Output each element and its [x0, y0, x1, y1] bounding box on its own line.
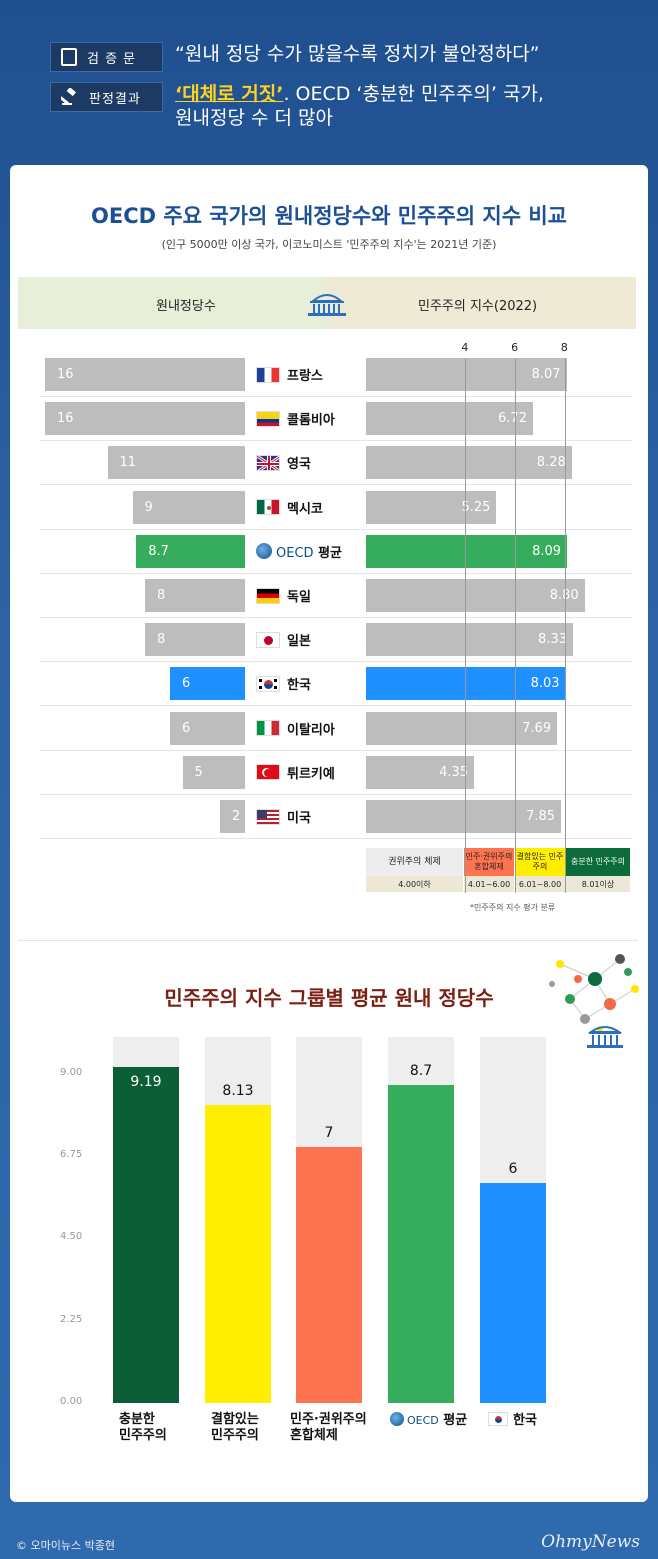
party-count-bar: 8.7 [136, 534, 245, 568]
y-tick-label: 2.25 [60, 1313, 83, 1325]
right-tick-label: 8 [560, 341, 568, 354]
verdict-rest-line1: . OECD ‘충분한 민주주의’ 국가, [283, 83, 544, 105]
country-label: 멕시코 [256, 491, 323, 524]
country-label: OECD 평균 [256, 535, 342, 568]
x-category-label: 충분한 민주주의 [119, 1412, 167, 1443]
claim-tag: 검 증 문 [50, 42, 163, 72]
legend-note: *민주주의 지수 평가 분류 [470, 903, 556, 912]
country-label: 이탈리아 [256, 712, 335, 745]
democracy-index-bar: 8.28 [366, 446, 572, 480]
right-tick-label: 4 [461, 341, 469, 354]
section-divider [18, 940, 638, 941]
verdict-tag-label: 판정결과 [89, 91, 141, 107]
group-bar [296, 1146, 362, 1403]
y-tick-label: 4.50 [60, 1231, 83, 1243]
y-tick-label: 6.75 [60, 1148, 83, 1160]
party-count-bar: 16 [45, 402, 245, 436]
copyright: © 오마이뉴스 박종현 [16, 1539, 115, 1552]
bar-value-label: 7 [324, 1124, 334, 1141]
chart2-title: 민주주의 지수 그룹별 평균 원내 정당수 [164, 986, 494, 1010]
party-count-bar: 6 [170, 711, 245, 745]
left-axis-label: 원내정당수 [156, 299, 216, 314]
chart1-header-band: 원내정당수 민주주의 지수(2022) [18, 277, 636, 329]
democracy-index-bar: 7.85 [366, 800, 562, 833]
y-tick-label: 9.00 [60, 1066, 83, 1078]
party-count-bar: 8 [145, 623, 245, 657]
bar-value-label: 8.7 [409, 1062, 433, 1079]
country-label: 미국 [256, 800, 311, 833]
parliament-icon [308, 294, 346, 316]
row-separator [40, 617, 632, 618]
right-axis-label: 민주주의 지수(2022) [418, 299, 538, 314]
group-bar [480, 1183, 546, 1403]
brand-logo: OhmyNews [541, 1532, 640, 1552]
country-label: 튀르키예 [256, 756, 335, 789]
party-count-bar: 5 [182, 755, 245, 789]
party-count-bar: 11 [107, 446, 245, 480]
democracy-index-bar: 8.33 [366, 623, 573, 657]
country-label: 한국 [256, 667, 311, 700]
row-separator [40, 705, 632, 707]
party-count-bar: 2 [220, 800, 245, 833]
legend-authoritarian: 권위주의 체제 4.00이하 [366, 848, 463, 892]
group-bar [113, 1066, 179, 1403]
country-label: 영국 [256, 446, 311, 479]
row-separator [40, 440, 632, 442]
legend-flawed: 결함있는 민주주의 6.01~8.00 [515, 848, 565, 892]
claim-row: 검 증 문 “원내 정당 수가 많을수록 정치가 불안정하다” [50, 42, 540, 72]
legend-hybrid: 민주·권위주의 혼합체제 4.01~6.00 [464, 848, 514, 892]
verdict-text: ‘대체로 거짓’. OECD ‘충분한 민주주의’ 국가, 원내정당 수 더 많… [175, 82, 544, 130]
bar-value-label: 9.19 [130, 1073, 162, 1090]
democracy-index-bar: 8.09 [366, 534, 568, 568]
row-separator [40, 572, 632, 574]
party-count-bar: 16 [45, 358, 245, 391]
tick-gridline [515, 358, 517, 893]
group-bar [205, 1105, 271, 1403]
row-separator [40, 528, 632, 530]
country-label: 일본 [256, 623, 311, 656]
x-category-label: 결함있는 민주주의 [211, 1412, 259, 1443]
right-tick-label: 6 [511, 341, 519, 354]
verdict-highlight: ‘대체로 거짓’ [175, 83, 284, 105]
network-dots-icon [549, 954, 639, 1048]
claim-tag-label: 검 증 문 [87, 51, 137, 67]
chart1-title: OECD 주요 국가의 원내정당수와 민주주의 지수 비교 [91, 204, 567, 228]
democracy-index-bar: 7.69 [366, 711, 558, 745]
row-separator [40, 838, 632, 839]
row-separator [40, 484, 632, 486]
country-label: 독일 [256, 579, 311, 612]
chart1-subtitle: (인구 5000만 이상 국가, 이코노미스트 '민주주의 지수'는 2021년… [161, 238, 497, 251]
gavel-icon [59, 87, 79, 106]
row-separator [40, 396, 632, 397]
document-icon [61, 48, 77, 66]
x-category-label: 한국 [488, 1412, 537, 1429]
row-separator [40, 661, 632, 663]
x-category-label: 민주·권위주의 혼합체제 [290, 1412, 367, 1443]
legend-full: 충분한 민주주의 8.01이상 [566, 848, 630, 892]
verdict-tag: 판정결과 [50, 82, 163, 112]
group-bar [388, 1084, 454, 1403]
y-tick-label: 0.00 [60, 1396, 83, 1407]
claim-text: “원내 정당 수가 많을수록 정치가 불안정하다” [175, 43, 540, 65]
tick-gridline [564, 358, 566, 893]
country-label: 프랑스 [256, 358, 323, 391]
x-category-label: OECD 평균 [390, 1412, 467, 1429]
democracy-index-bar: 8.80 [366, 579, 585, 612]
party-count-bar: 6 [170, 667, 245, 701]
party-count-bar: 8 [145, 579, 245, 612]
row-separator [40, 749, 632, 751]
bar-value-label: 6 [508, 1161, 518, 1178]
party-count-bar: 9 [132, 490, 245, 524]
democracy-index-bar: 6.72 [366, 402, 533, 436]
democracy-index-bar: 5.25 [366, 490, 497, 524]
bar-value-label: 8.13 [222, 1083, 254, 1100]
democracy-index-bar: 4.35 [366, 755, 475, 789]
tick-gridline [465, 358, 467, 893]
verdict-rest-line2: 원내정당 수 더 많아 [175, 107, 333, 129]
row-separator [40, 793, 632, 795]
country-label: 콜롬비아 [256, 402, 335, 435]
verdict-row: 판정결과 ‘대체로 거짓’. OECD ‘충분한 민주주의’ 국가, 원내정당 … [50, 82, 544, 130]
